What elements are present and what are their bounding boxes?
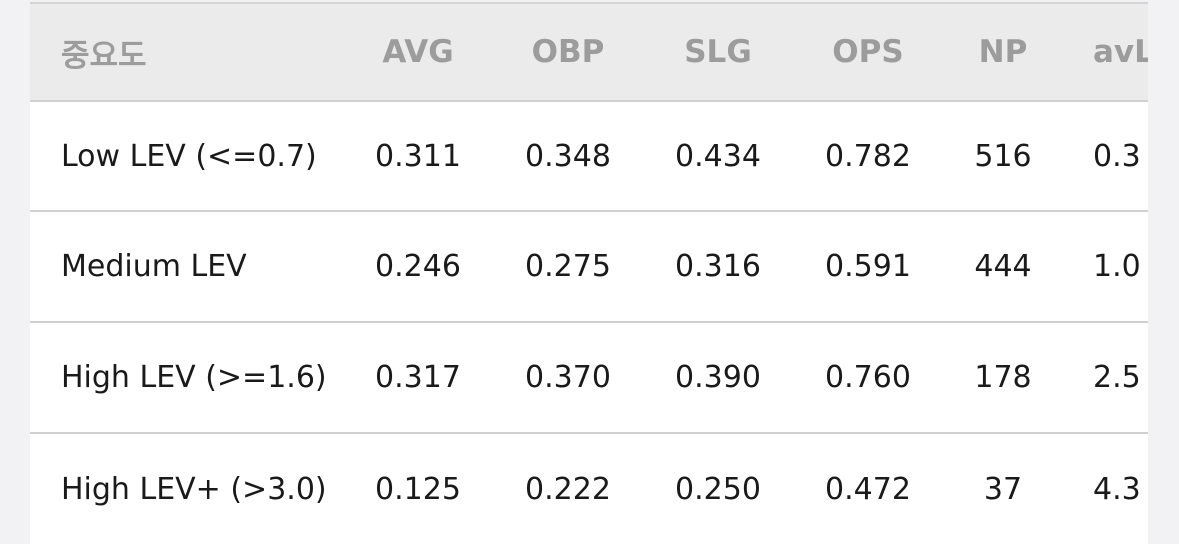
header-row: 중요도 AVG OBP SLG OPS NP avL xyxy=(30,4,1148,102)
cell: 0.275 xyxy=(525,249,611,284)
cell: 178 xyxy=(974,360,1032,395)
cell: 0.760 xyxy=(825,360,911,395)
cell: 0.348 xyxy=(525,138,611,174)
cell: 0.472 xyxy=(825,471,911,507)
cell: 1.0 xyxy=(1093,249,1141,284)
cell: 0.390 xyxy=(675,360,761,395)
cell: 0.311 xyxy=(375,138,461,174)
cell: 0.370 xyxy=(525,360,611,395)
row-label: High LEV+ (>3.0) xyxy=(61,471,327,507)
cell: AVG xyxy=(382,34,454,70)
cell: 0.250 xyxy=(675,471,761,507)
stats-table: 중요도 AVG OBP SLG OPS NP avL Low LEV (<=0.7) 0.311… xyxy=(30,2,1148,544)
cell: 0.125 xyxy=(375,471,461,507)
cell: 0.434 xyxy=(675,138,761,174)
table-row: High LEV (>=1.6) 0.317 0.370 0.390 0.760 178 2… xyxy=(30,323,1148,434)
cell: 444 xyxy=(974,249,1032,284)
cell: SLG xyxy=(684,34,752,70)
cell: avL xyxy=(1093,34,1148,70)
cell: 37 xyxy=(983,471,1023,507)
cell: NP xyxy=(978,34,1028,70)
cell: 0.246 xyxy=(375,249,461,284)
cell: OBP xyxy=(531,34,605,70)
row-label: Low LEV (<=0.7) xyxy=(61,138,317,174)
row-label: 중요도 xyxy=(61,37,147,74)
table-row: High LEV+ (>3.0) 0.125 0.222 0.250 0.472 37 4.… xyxy=(30,434,1148,544)
table-row: Low LEV (<=0.7) 0.311 0.348 0.434 0.782 516 0.… xyxy=(30,102,1148,212)
cell: 516 xyxy=(974,138,1032,174)
cell: 0.591 xyxy=(825,249,911,284)
cell: 0.222 xyxy=(525,471,611,507)
row-label: Medium LEV xyxy=(61,249,247,284)
cell: 0.782 xyxy=(825,138,911,174)
cell: 0.317 xyxy=(375,360,461,395)
cell: 2.5 xyxy=(1093,360,1141,395)
table-row: Medium LEV 0.246 0.275 0.316 0.591 444 1.0 xyxy=(30,212,1148,323)
cell: 0.316 xyxy=(675,249,761,284)
cell: OPS xyxy=(832,34,904,70)
row-label: High LEV (>=1.6) xyxy=(61,360,327,395)
cell: 4.3 xyxy=(1093,471,1141,507)
cell: 0.3 xyxy=(1093,138,1141,174)
